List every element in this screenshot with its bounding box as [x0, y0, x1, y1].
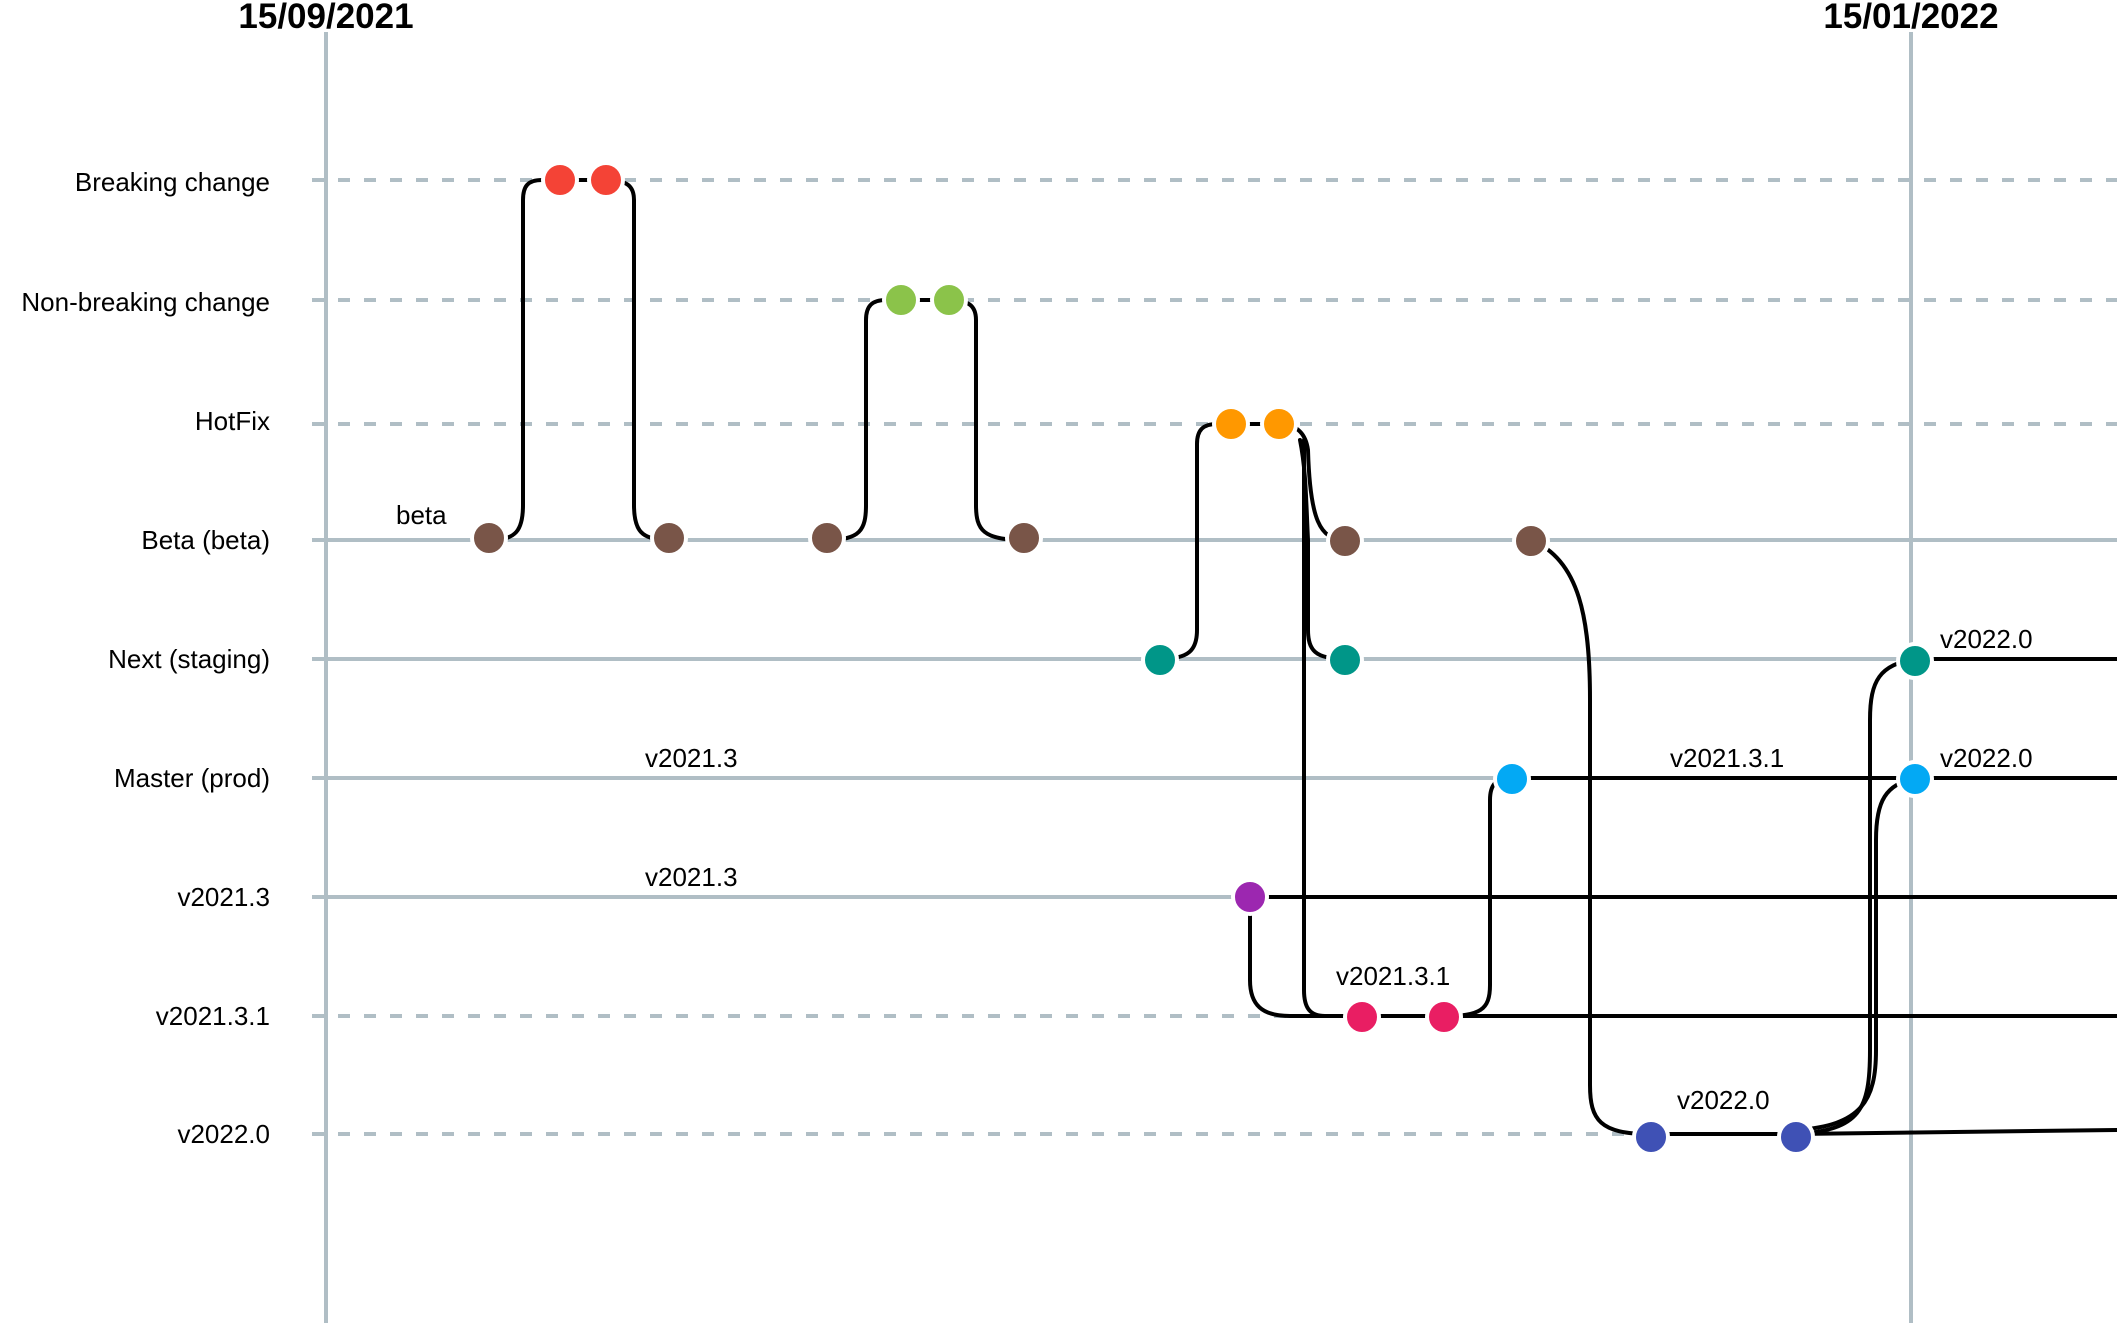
- commit-v2021-3-1-b[interactable]: [1425, 998, 1463, 1036]
- commit-master-1[interactable]: [1493, 760, 1531, 798]
- annotation-beta: beta: [396, 500, 447, 530]
- commit-beta-4[interactable]: [1005, 519, 1043, 557]
- commit-master-2[interactable]: [1896, 760, 1934, 798]
- annotation-v2021-3-1-commits: v2021.3.1: [1336, 961, 1450, 991]
- branch-nonbreaking-out: [825, 298, 951, 542]
- commit-beta-6[interactable]: [1512, 522, 1550, 560]
- date-axes: 15/09/2021 15/01/2022: [238, 0, 1999, 1323]
- lane-label-v2021-3: v2021.3: [177, 882, 270, 912]
- lane-label-hotfix: HotFix: [195, 406, 270, 436]
- branch-v2022-0-line: [1648, 1128, 2117, 1136]
- lane-lines: [312, 178, 2117, 1136]
- branch-nonbreaking-in: [947, 298, 1026, 542]
- annotation-master-v2021-3-1: v2021.3.1: [1670, 743, 1784, 773]
- lane-label-next: Next (staging): [108, 644, 270, 674]
- commit-next-2[interactable]: [1326, 641, 1364, 679]
- commit-breaking-2[interactable]: [587, 161, 625, 199]
- commit-beta-3[interactable]: [808, 519, 846, 557]
- lane-label-master: Master (prod): [114, 763, 270, 793]
- annotation-v2022-0-commits: v2022.0: [1677, 1085, 1770, 1115]
- commit-nodes: [470, 161, 1934, 1156]
- date-label-start: 15/09/2021: [238, 0, 413, 36]
- lane-labels: Breaking change Non-breaking change HotF…: [21, 167, 270, 1149]
- annotation-next-v2022-0: v2022.0: [1940, 624, 2033, 654]
- branch-v2022-0-to-master: [1794, 776, 1917, 1132]
- branch-breaking-out: [489, 178, 608, 542]
- branch-hotfix-out: [1158, 422, 1281, 661]
- lane-label-v2021-3-1: v2021.3.1: [156, 1001, 270, 1031]
- annotation-v2021-3-lane: v2021.3: [645, 862, 738, 892]
- lane-label-v2022-0: v2022.0: [177, 1119, 270, 1149]
- lane-label-beta: Beta (beta): [141, 525, 270, 555]
- commit-v2022-0-b[interactable]: [1777, 1118, 1815, 1156]
- commit-breaking-1[interactable]: [541, 161, 579, 199]
- commit-v2021-3[interactable]: [1231, 878, 1269, 916]
- lane-label-breaking: Breaking change: [75, 167, 270, 197]
- lane-label-nonbreaking: Non-breaking change: [21, 287, 270, 317]
- commit-nonbreaking-2[interactable]: [930, 281, 968, 319]
- annotation-master-v2021-3: v2021.3: [645, 743, 738, 773]
- commit-next-1[interactable]: [1141, 641, 1179, 679]
- branch-v2022-0-to-next: [1794, 657, 1917, 1136]
- commit-next-3[interactable]: [1896, 642, 1934, 680]
- branch-hotfix-to-beta: [1277, 422, 1347, 542]
- branch-beta-to-v2022-0: [1529, 538, 1652, 1136]
- commit-v2021-3-1-a[interactable]: [1343, 998, 1381, 1036]
- commit-beta-2[interactable]: [650, 519, 688, 557]
- annotations: beta v2021.3 v2021.3 v2021.3.1 v2021.3.1…: [396, 500, 2033, 1115]
- branch-v2021-3-to-v2021-3-1: [1248, 895, 1364, 1018]
- branch-breaking-in: [604, 178, 670, 542]
- commit-beta-1[interactable]: [470, 519, 508, 557]
- commit-hotfix-1[interactable]: [1212, 405, 1250, 443]
- commit-hotfix-2[interactable]: [1260, 405, 1298, 443]
- annotation-master-v2022-0: v2022.0: [1940, 743, 2033, 773]
- date-label-end: 15/01/2022: [1823, 0, 1998, 36]
- commit-beta-5[interactable]: [1326, 522, 1364, 560]
- commit-v2022-0-a[interactable]: [1632, 1118, 1670, 1156]
- commit-nonbreaking-1[interactable]: [882, 281, 920, 319]
